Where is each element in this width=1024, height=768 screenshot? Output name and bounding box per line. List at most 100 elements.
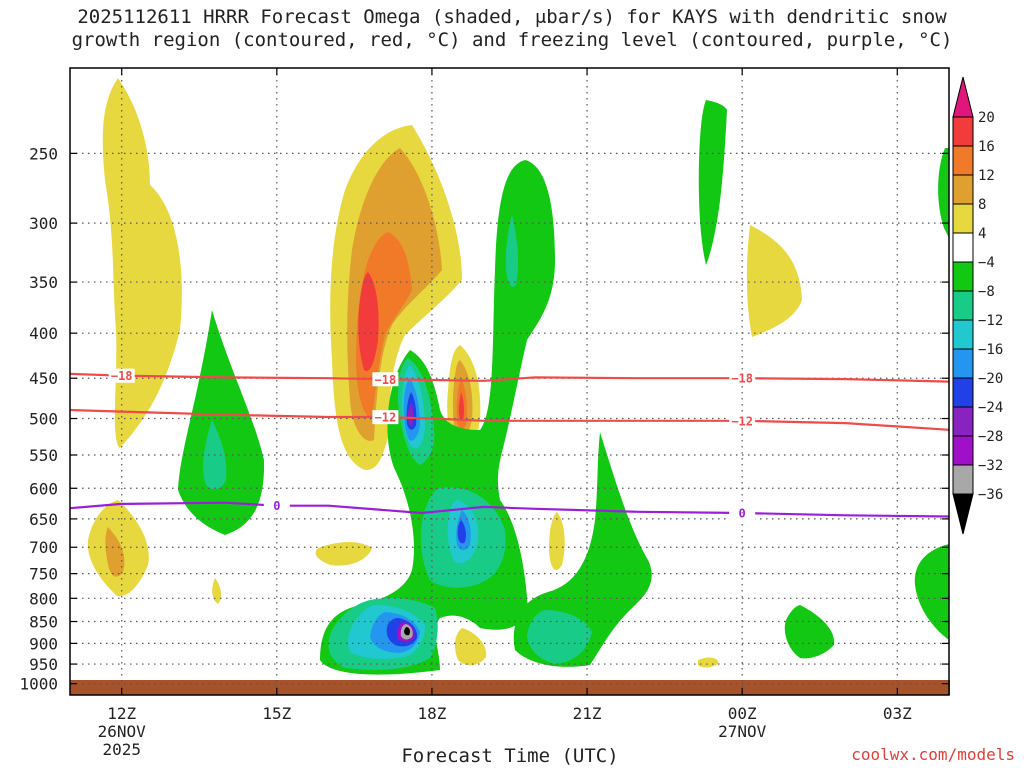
y-tick-label: 400 [29, 324, 58, 343]
omega-fill-pos [212, 578, 222, 604]
omega-fill-neg [505, 215, 519, 287]
omega-fill-pos [746, 225, 802, 337]
colorbar-bottom-arrow [952, 493, 974, 535]
omega-fill-pos [102, 78, 182, 448]
contour-line [69, 501, 950, 518]
y-tick-label: 800 [29, 589, 58, 608]
omega-fill-pos [315, 542, 372, 566]
y-tick-label: 650 [29, 510, 58, 529]
omega-fill-pos [698, 657, 719, 668]
colorbar-label: −28 [978, 429, 1003, 445]
x-tick-label: 21Z [573, 704, 602, 723]
y-tick-label: 350 [29, 273, 58, 292]
temperature-contours: −18 −18 −18 −12 −12 0 0 [69, 368, 950, 520]
omega-fill-neg [457, 520, 466, 544]
colorbar-label: −12 [978, 313, 1003, 329]
y-tick-label: 700 [29, 538, 58, 557]
y-tick-label: 950 [29, 655, 58, 674]
omega-fill-neg [513, 432, 652, 667]
colorbar-swatch [952, 203, 974, 234]
colorbar-swatch [952, 435, 974, 466]
colorbar-label: −16 [978, 342, 1003, 358]
chart-gridlines [70, 68, 949, 695]
y-tick-label: 500 [29, 410, 58, 429]
x-axis-title: Forecast Time (UTC) [401, 745, 619, 767]
colorbar-swatch [952, 319, 974, 350]
colorbar-label: 8 [978, 197, 986, 213]
colorbar-label: −4 [978, 255, 995, 271]
contour-label-bg [372, 410, 399, 425]
omega-fill-neg [698, 100, 727, 265]
omega-fill-pos [105, 527, 125, 577]
colorbar-swatch [952, 290, 974, 321]
omega-fill-pos [358, 272, 379, 372]
colorbar-swatch [952, 116, 974, 147]
contour-label-bg [108, 368, 135, 383]
colorbar-label: −24 [978, 400, 1003, 416]
x-tick-label: 12Z [107, 704, 136, 723]
colorbar-swatch [952, 232, 974, 263]
contour-label: −12 [731, 414, 753, 428]
contour-label: 0 [273, 499, 280, 513]
colorbar-swatch [952, 348, 974, 379]
x-tick-date: 27NOV [718, 722, 767, 741]
colorbar-swatch [952, 464, 974, 495]
colorbar-label: 12 [978, 168, 995, 184]
y-tick-label: 450 [29, 369, 58, 388]
omega-fill-neg [178, 310, 265, 535]
colorbar-label: −36 [978, 487, 1003, 503]
y-tick-label: 300 [29, 214, 58, 233]
y-tick-label: 750 [29, 565, 58, 584]
omega-fill-neg [784, 605, 835, 659]
omega-fill-pos [549, 512, 565, 570]
omega-fill-pos [454, 628, 487, 666]
x-tick-label: 03Z [883, 704, 912, 723]
colorbar-swatch [952, 174, 974, 205]
colorbar-top-arrow [952, 76, 974, 118]
colorbar-label: 20 [978, 110, 995, 126]
x-tick-date: 26NOV [98, 722, 147, 741]
y-tick-label: 1000 [19, 675, 58, 694]
contour-label-bg [729, 413, 756, 428]
contour-line [69, 408, 950, 431]
contour-label: −18 [731, 372, 753, 386]
omega-fill-neg [914, 544, 949, 640]
contour-label: −18 [111, 369, 133, 383]
credit-text[interactable]: coolwx.com/models [851, 745, 1015, 764]
contour-label: 0 [739, 506, 746, 520]
plot-frame [69, 67, 950, 696]
y-tick-label: 850 [29, 613, 58, 632]
colorbar-swatch [952, 406, 974, 437]
colorbar-label: 4 [978, 226, 986, 242]
colorbar-label: −8 [978, 284, 995, 300]
colorbar-label: −20 [978, 371, 1003, 387]
chart-title: 2025112611 HRRR Forecast Omega (shaded, … [71, 6, 953, 51]
colorbar-swatch [952, 261, 974, 292]
contour-label: −18 [375, 373, 397, 387]
chart-axes: 250 300 350 400 450 500 550 600 650 700 750 800 850 9… [19, 67, 950, 759]
colorbar-label: −32 [978, 458, 1003, 474]
y-tick-label: 550 [29, 446, 58, 465]
x-tick-year: 2025 [102, 740, 141, 759]
colorbar-label: 16 [978, 139, 995, 155]
x-tick-label: 00Z [728, 704, 757, 723]
ground-surface [70, 680, 950, 695]
omega-fill-pos [458, 392, 465, 421]
omega-colorbar: 20 16 12 8 4 −4 −8 −12 −16 −20 −24 −28 −32 −36 [952, 76, 1003, 535]
x-tick-label: 15Z [262, 704, 291, 723]
y-tick-label: 250 [29, 144, 58, 163]
y-tick-label: 900 [29, 634, 58, 653]
contour-label-bg [729, 505, 756, 520]
contour-label: −12 [375, 411, 397, 425]
colorbar-swatch [952, 145, 974, 176]
omega-fill-neg [527, 610, 592, 664]
contour-line [69, 372, 950, 383]
omega-fill-neg [938, 148, 949, 238]
omega-fill-neg [407, 402, 414, 427]
y-tick-label: 600 [29, 479, 58, 498]
contour-label-bg [372, 372, 399, 387]
x-tick-label: 18Z [417, 704, 446, 723]
colorbar-swatch [952, 377, 974, 408]
contour-label-bg [729, 371, 756, 386]
